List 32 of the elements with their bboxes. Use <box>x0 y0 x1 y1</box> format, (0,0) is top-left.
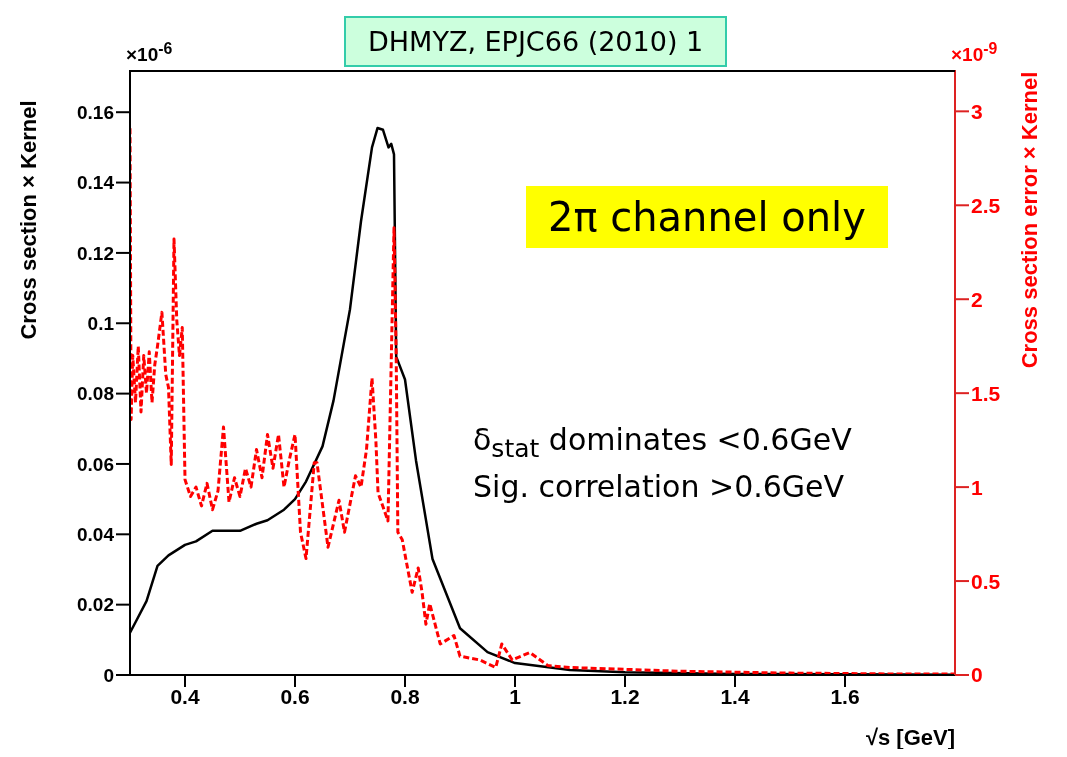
y-tick-label: 0.04 <box>77 524 115 546</box>
annotation: Sig. correlation >0.6GeV <box>473 469 845 505</box>
x-tick-label: 0.4 <box>170 684 200 708</box>
y2-axis-title: Cross section error × Kernel <box>1017 71 1042 369</box>
y-tick-label: 0.14 <box>77 172 115 194</box>
x-tick-label: 0.8 <box>390 684 420 708</box>
y-tick-label: 0.06 <box>77 453 114 475</box>
annotation: 2π channel only <box>526 186 888 248</box>
text: ×10$^{-9}$ <box>951 40 998 67</box>
y-axis-title: Cross section × Kernel <box>16 100 41 340</box>
y-tick-label: 0.02 <box>77 594 114 616</box>
y2-tick-label: 1 <box>971 475 983 499</box>
y2-tick-label: 2.5 <box>971 193 1001 217</box>
y2-tick-label: 0.5 <box>971 569 1001 593</box>
x-tick-label: 1.6 <box>830 684 860 708</box>
x-tick-label: 0.6 <box>280 684 310 708</box>
y2-tick-label: 2 <box>971 287 983 311</box>
y-tick-label: 0 <box>103 664 114 686</box>
y2-tick-label: 3 <box>971 99 983 123</box>
x-tick-label: 1.4 <box>720 684 750 708</box>
x-tick-label: 1.2 <box>610 684 640 708</box>
x-tick-label: 1 <box>509 684 522 708</box>
text: ×10$^{-6}$ <box>126 40 173 67</box>
y-tick-label: 0.12 <box>77 242 114 264</box>
y-tick-label: 0.08 <box>77 383 114 405</box>
y-tick-label: 0.16 <box>77 101 114 123</box>
chart-title: DHMYZ, EPJC66 (2010) 1 <box>344 16 728 67</box>
y2-tick-label: 0 <box>971 663 983 687</box>
y2-tick-label: 1.5 <box>971 381 1001 405</box>
y-tick-label: 0.1 <box>87 313 115 334</box>
annotation: δ$_{stat}$ dominates <0.6GeV <box>473 422 852 464</box>
x-axis-title: √s [GeV] <box>865 725 955 750</box>
